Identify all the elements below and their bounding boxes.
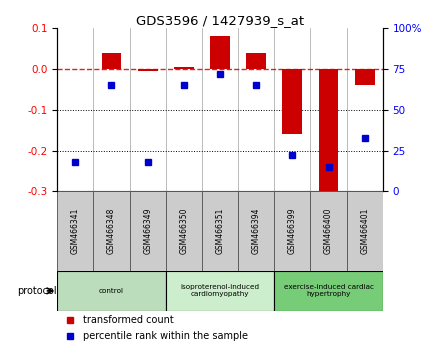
Bar: [174, 67, 194, 69]
Text: exercise-induced cardiac
hypertrophy: exercise-induced cardiac hypertrophy: [283, 284, 374, 297]
Text: GSM466349: GSM466349: [143, 208, 152, 255]
Text: GSM466350: GSM466350: [180, 208, 188, 255]
Text: GSM466400: GSM466400: [324, 208, 333, 255]
Text: protocol: protocol: [17, 286, 56, 296]
Text: GSM466348: GSM466348: [107, 208, 116, 254]
Text: GSM466394: GSM466394: [252, 208, 260, 255]
Text: transformed count: transformed count: [83, 315, 174, 325]
Bar: [210, 36, 230, 69]
Bar: [347, 191, 383, 271]
Text: GSM466399: GSM466399: [288, 208, 297, 255]
Bar: [166, 271, 274, 311]
Bar: [311, 191, 347, 271]
Bar: [355, 69, 375, 85]
Bar: [274, 191, 311, 271]
Text: control: control: [99, 288, 124, 294]
Bar: [319, 69, 338, 195]
Bar: [129, 191, 166, 271]
Bar: [166, 191, 202, 271]
Text: percentile rank within the sample: percentile rank within the sample: [83, 331, 248, 341]
Bar: [202, 191, 238, 271]
Bar: [93, 191, 129, 271]
Text: GSM466341: GSM466341: [71, 208, 80, 254]
Bar: [57, 191, 93, 271]
Bar: [138, 69, 158, 71]
Bar: [57, 271, 166, 311]
Text: GSM466351: GSM466351: [216, 208, 224, 254]
Bar: [274, 271, 383, 311]
Bar: [282, 69, 302, 134]
Bar: [102, 53, 121, 69]
Title: GDS3596 / 1427939_s_at: GDS3596 / 1427939_s_at: [136, 14, 304, 27]
Bar: [246, 53, 266, 69]
Text: GSM466401: GSM466401: [360, 208, 369, 254]
Bar: [238, 191, 274, 271]
Text: isoproterenol-induced
cardiomyopathy: isoproterenol-induced cardiomyopathy: [180, 284, 260, 297]
